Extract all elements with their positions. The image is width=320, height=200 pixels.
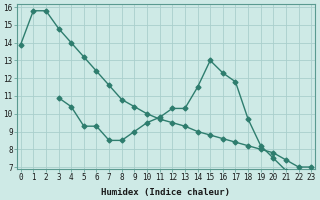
X-axis label: Humidex (Indice chaleur): Humidex (Indice chaleur)	[101, 188, 230, 197]
